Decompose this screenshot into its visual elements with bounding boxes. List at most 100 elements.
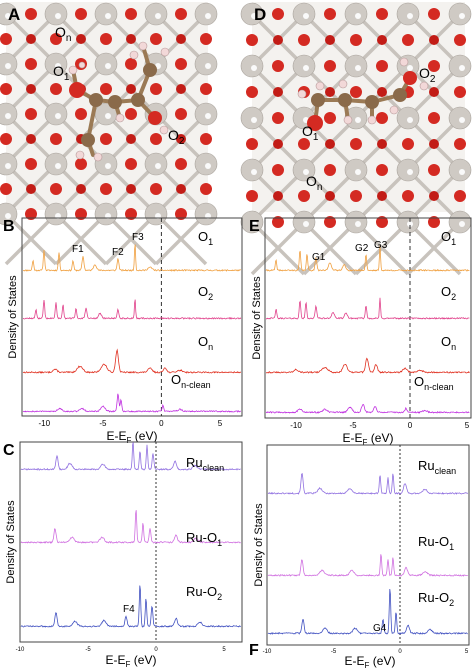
ru-atom-highlight — [205, 13, 211, 19]
oxygen-atom — [126, 84, 136, 94]
panel-e-label-o1: O1 — [441, 229, 456, 247]
panel-f-trace — [267, 588, 468, 635]
oxygen-atom — [25, 158, 37, 170]
panel-f-xticks: -10 -5 0 5 — [263, 649, 469, 655]
oxygen-atom — [125, 58, 137, 70]
oxygen-atom — [273, 87, 283, 97]
oxygen-atom — [125, 208, 137, 220]
oxygen-atom — [325, 87, 335, 97]
panel-f-xtick: -10 — [263, 649, 272, 655]
panel-c-xlabel: E-EF (eV) — [106, 653, 157, 669]
hydrogen-atom — [338, 79, 348, 89]
panel-b-dos: B Density of States -10 -5 0 5 E-EF (eV)… — [3, 217, 243, 445]
oxygen-atom — [200, 183, 212, 195]
oxygen-atom — [376, 164, 388, 176]
oxygen-atom — [324, 8, 336, 20]
lattice-bond — [54, 212, 108, 266]
ru-atom-highlight — [459, 221, 465, 227]
oxygen-atom — [376, 60, 388, 72]
ru-atom-highlight — [55, 113, 61, 119]
panel-b-xtick: 5 — [218, 419, 223, 428]
panel-b-ylabel: Density of States — [7, 275, 19, 359]
oxygen-atom — [350, 86, 362, 98]
ru-atom-highlight — [5, 63, 11, 69]
oxygen-atom — [324, 164, 336, 176]
panel-a-site-on: On — [55, 24, 71, 44]
oxygen-atom — [377, 139, 387, 149]
panel-e-xtick: -10 — [290, 421, 302, 430]
oxygen-atom — [298, 190, 310, 202]
panel-f-traces — [267, 472, 469, 635]
oxygen-atom — [428, 60, 440, 72]
ru-atom-highlight — [155, 163, 161, 169]
oxygen-atom — [428, 8, 440, 20]
ru-atom-highlight — [55, 63, 61, 69]
oxygen-atom — [176, 34, 186, 44]
ru-atom-highlight — [407, 117, 413, 123]
hydrogen-atom — [399, 57, 409, 67]
ru-atom-highlight — [5, 13, 11, 19]
panel-b-trace — [22, 244, 241, 272]
ru-atom-highlight — [251, 117, 257, 123]
oxygen-atom — [100, 133, 112, 145]
oxygen-atom — [429, 139, 439, 149]
oxygen-atom — [50, 83, 62, 95]
oxygen-atom — [176, 184, 186, 194]
oxygen-atom — [324, 112, 336, 124]
oxygen-atom — [350, 138, 362, 150]
hydrogen-atom — [115, 113, 125, 123]
panel-e-trace — [265, 297, 470, 320]
lattice-bond — [104, 212, 158, 266]
panel-b-xticks: -10 -5 0 5 — [39, 419, 223, 428]
panel-e-label-o2: O2 — [441, 284, 456, 302]
panel-e-letter: E — [249, 218, 260, 235]
ru-atom-highlight — [205, 63, 211, 69]
lattice-bond — [302, 220, 358, 276]
oxygen-atom — [429, 191, 439, 201]
panel-b-xtick: -5 — [99, 419, 107, 428]
ru-atom-highlight — [251, 169, 257, 175]
ru-atom-highlight — [251, 221, 257, 227]
oxygen-atom — [50, 133, 62, 145]
lattice-bond — [406, 220, 462, 276]
panel-e-xtick: 0 — [408, 421, 413, 430]
oxygen-atom — [126, 134, 136, 144]
panel-e-xlabel: E-EF (eV) — [343, 431, 394, 447]
panel-f-trace — [267, 554, 468, 577]
hydrogen-atom — [68, 65, 78, 75]
ru-atom-highlight — [205, 113, 211, 119]
oxygen-atom — [402, 190, 414, 202]
carbon-atom — [143, 63, 157, 77]
panel-c-label-ru-o2: Ru-O2 — [186, 584, 222, 602]
oxygen-atom — [325, 191, 335, 201]
oxygen-atom — [298, 34, 310, 46]
oxygen-atom — [150, 83, 162, 95]
ru-atom-highlight — [5, 113, 11, 119]
oxygen-atom — [176, 84, 186, 94]
panel-e-peak-g1: G1 — [312, 252, 326, 263]
oxygen-atom — [325, 139, 335, 149]
hydrogen-atom — [160, 47, 170, 57]
hydrogen-atom — [367, 115, 377, 125]
panel-b-trace — [22, 348, 242, 374]
carbon-atom — [365, 95, 379, 109]
hydrogen-atom — [75, 150, 85, 160]
panel-c-label-ru-o1: Ru-O1 — [186, 530, 222, 548]
hydrogen-atom — [93, 152, 103, 162]
oxygen-atom — [175, 158, 187, 170]
panel-b-label-o1: O1 — [198, 229, 213, 247]
ru-atom-highlight — [251, 13, 257, 19]
oxygen-atom — [25, 58, 37, 70]
oxygen-atom — [75, 158, 87, 170]
oxygen-atom — [273, 35, 283, 45]
ru-atom-highlight — [5, 163, 11, 169]
carbon-atom — [89, 93, 103, 107]
ru-atom-highlight — [105, 113, 111, 119]
oxygen-atom — [429, 87, 439, 97]
panel-f-dos: F Density of States -10 -5 0 5 E-EF (eV)… — [249, 444, 470, 670]
panel-c-frame — [19, 441, 243, 643]
panel-d-site-o2: O2 — [419, 65, 436, 85]
carbon-atom — [393, 88, 407, 102]
carbon-atom — [81, 133, 95, 147]
hydrogen-atom — [138, 41, 148, 51]
